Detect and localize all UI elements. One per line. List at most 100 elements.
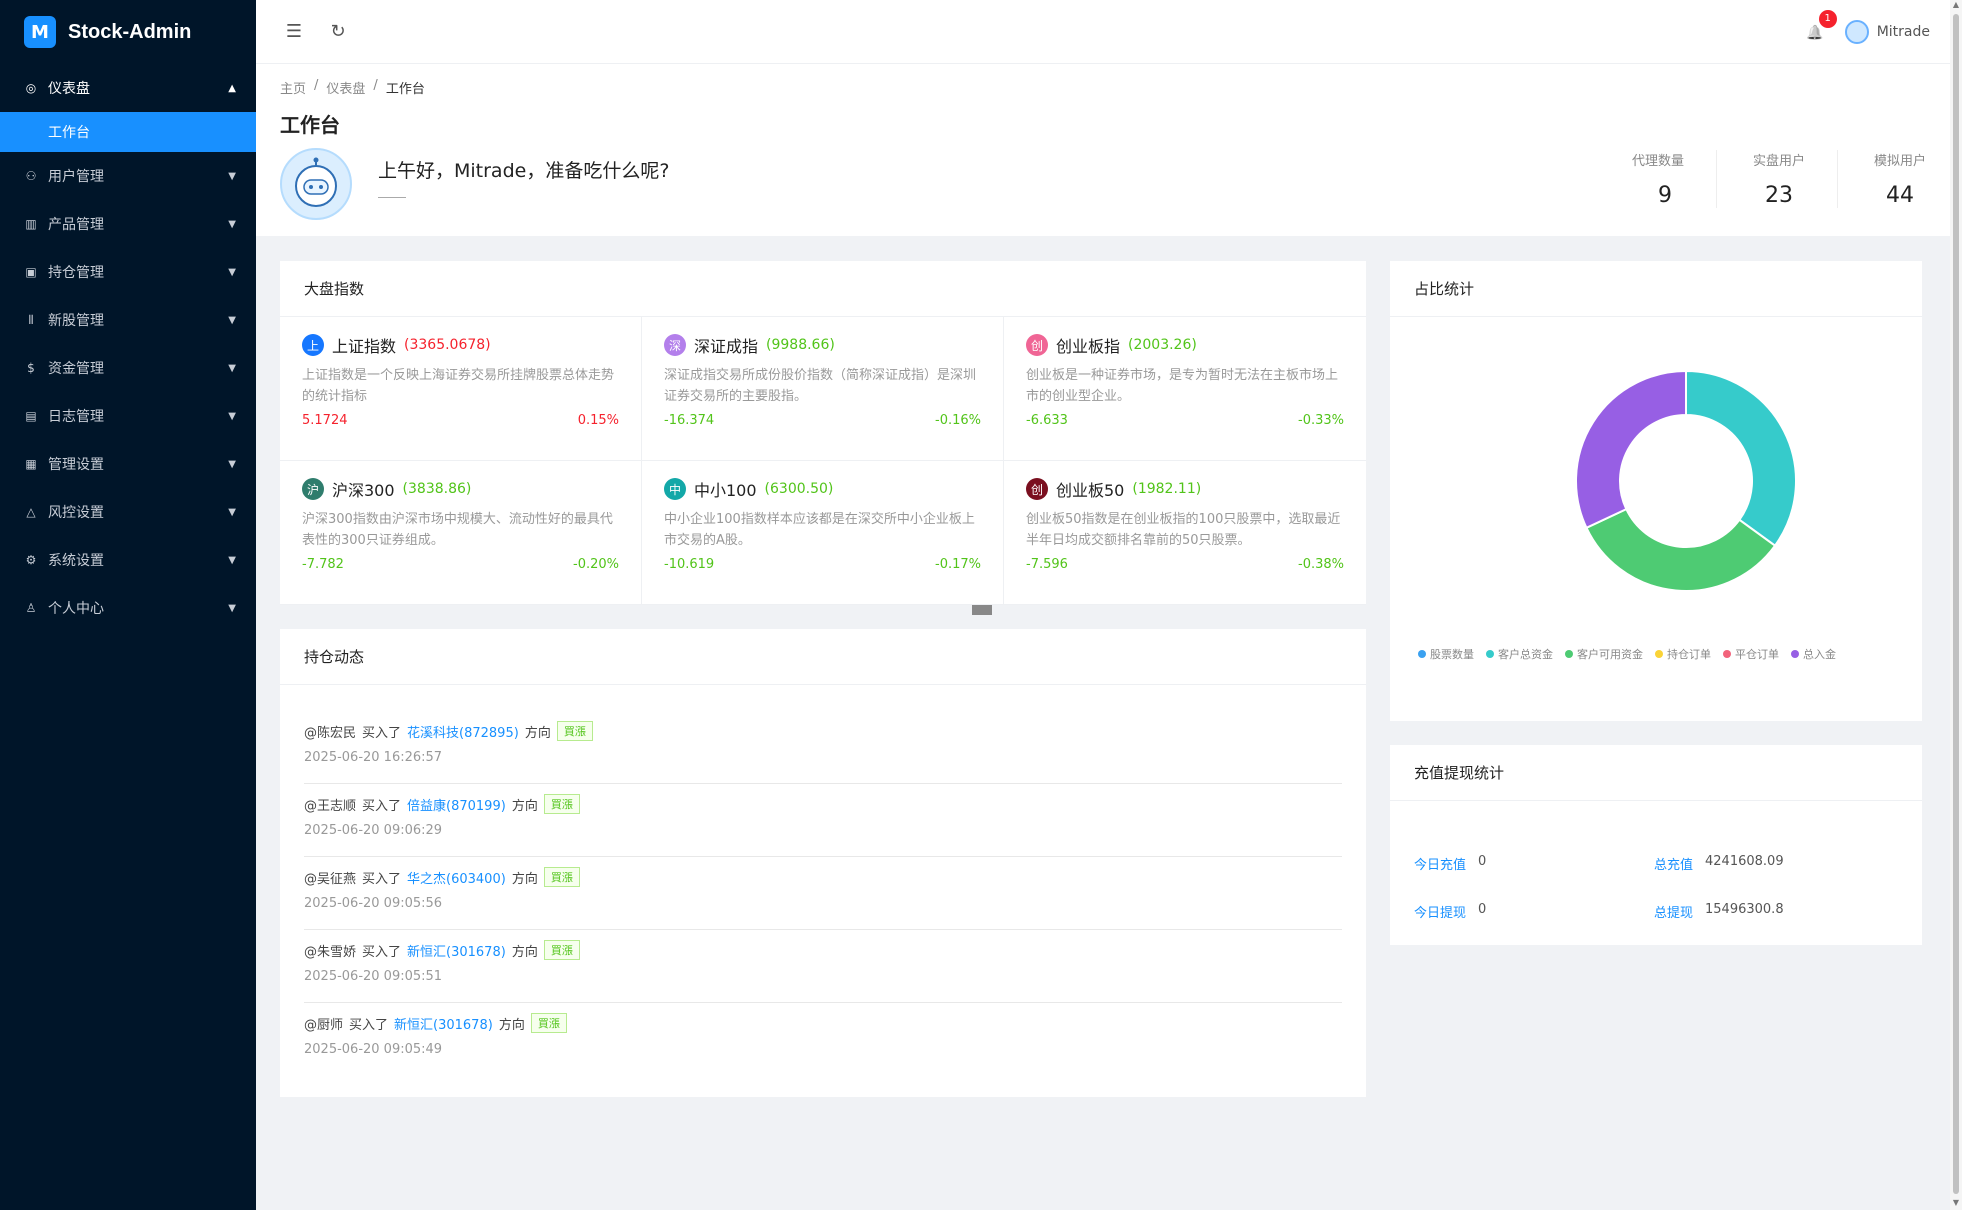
sidebar-item[interactable]: ▣ 持仓管理 ▼ bbox=[0, 248, 256, 296]
index-description: 深证成指交易所成份股价指数（简称深证成指）是深圳证券交易所的主要股指。 bbox=[664, 368, 977, 404]
recharge-table: 今日充值 0 总充值 4241608.09 今日提现 0 总提现 1549630… bbox=[1414, 839, 1894, 935]
gear-icon: ⚙ bbox=[25, 553, 37, 567]
sidebar-item[interactable]: ▦ 管理设置 ▼ bbox=[0, 440, 256, 488]
index-change: -7.782 bbox=[302, 557, 344, 572]
sidebar-item[interactable]: ♙ 个人中心 ▼ bbox=[0, 584, 256, 632]
feed-stock-link[interactable]: 新恒汇(301678) bbox=[407, 944, 506, 960]
index-card: 上上证指数 (3365.0678) 上证指数是一个反映上海证券交易所挂牌股票总体走势… bbox=[280, 317, 642, 461]
index-value: (2003.26) bbox=[1128, 337, 1197, 353]
legend-item[interactable]: 持仓订单 bbox=[1655, 646, 1711, 662]
today-recharge-link[interactable]: 今日充值 bbox=[1414, 857, 1467, 873]
feed-time: 2025-06-20 09:05:56 bbox=[304, 896, 443, 911]
today-withdraw-value: 0 bbox=[1478, 901, 1487, 917]
index-badge-icon: 上 bbox=[302, 334, 324, 356]
today-withdraw-link[interactable]: 今日提现 bbox=[1414, 905, 1467, 921]
sidebar-item[interactable]: △ 风控设置 ▼ bbox=[0, 488, 256, 536]
total-recharge-value: 4241608.09 bbox=[1705, 853, 1784, 869]
index-name: 中小100 bbox=[694, 481, 757, 500]
legend-label: 客户总资金 bbox=[1498, 648, 1553, 661]
legend-label: 平仓订单 bbox=[1735, 648, 1779, 661]
sidebar-item[interactable]: $ 资金管理 ▼ bbox=[0, 344, 256, 392]
direction-tag: 買漲 bbox=[530, 1013, 567, 1033]
index-value: (3838.86) bbox=[402, 481, 472, 497]
sidebar: M Stock-Admin ◎ 仪表盘 ▲ 工作台 ⚇ 用户管理 ▼ ▥ 产品管理 ▼ ▣ 持仓管理 ▼… bbox=[0, 0, 256, 1210]
index-description: 上证指数是一个反映上海证券交易所挂牌股票总体走势的统计指标 bbox=[302, 368, 615, 404]
chart-icon: ▥ bbox=[25, 217, 37, 231]
scrollbar-thumb[interactable] bbox=[1953, 14, 1959, 1194]
feed-stock-link[interactable]: 新恒汇(301678) bbox=[394, 1017, 493, 1033]
feed-stock-link[interactable]: 花溪科技(872895) bbox=[407, 725, 519, 741]
legend-item[interactable]: 客户总资金 bbox=[1486, 646, 1553, 662]
feed-time: 2025-06-20 09:05:49 bbox=[304, 1042, 443, 1057]
sidebar-item[interactable]: ⦀ 新股管理 ▼ bbox=[0, 296, 256, 344]
warning-icon: △ bbox=[26, 505, 36, 519]
feed-direction-label: 方向 bbox=[524, 725, 551, 741]
collapse-menu-icon[interactable]: ☰ bbox=[285, 21, 303, 42]
legend-item[interactable]: 股票数量 bbox=[1418, 646, 1474, 662]
index-description: 创业板50指数是在创业板指的100只股票中，选取最近半年日均成交额排名靠前的50… bbox=[1026, 512, 1341, 548]
feed-user: @陈宏民 bbox=[304, 725, 357, 741]
sidebar-item[interactable]: ▥ 产品管理 ▼ bbox=[0, 200, 256, 248]
sidebar-item[interactable]: ⚙ 系统设置 ▼ bbox=[0, 536, 256, 584]
legend-dot bbox=[1655, 650, 1663, 658]
chevron-icon: ▼ bbox=[228, 314, 236, 326]
scroll-down-icon[interactable]: ▼ bbox=[1952, 1198, 1960, 1207]
legend-item[interactable]: 客户可用资金 bbox=[1565, 646, 1643, 662]
index-percent: -0.33% bbox=[1298, 413, 1344, 428]
card-title: 充值提现统计 bbox=[1390, 745, 1922, 801]
sidebar-item[interactable]: ⚇ 用户管理 ▼ bbox=[0, 152, 256, 200]
scroll-up-icon[interactable]: ▲ bbox=[1952, 0, 1960, 9]
sidebar-item[interactable]: ◎ 仪表盘 ▲ bbox=[0, 64, 256, 112]
feed-direction-label: 方向 bbox=[498, 1017, 525, 1033]
index-percent: -0.38% bbox=[1298, 557, 1344, 572]
sidebar-subitem-workbench[interactable]: 工作台 bbox=[0, 112, 256, 152]
welcome-block: 上午好，Mitrade，准备吃什么呢? bbox=[280, 148, 669, 220]
page-scrollbar[interactable]: ▲ ▼ bbox=[1950, 0, 1962, 1210]
stats-summary: 代理数量 9 实盘用户 23 模拟用户 44 bbox=[1596, 150, 1926, 208]
feed-time: 2025-06-20 09:06:29 bbox=[304, 823, 443, 838]
brand-logo-icon: M bbox=[24, 16, 56, 48]
sidebar-item-label: 管理设置 bbox=[48, 457, 104, 473]
index-badge-icon: 深 bbox=[664, 334, 686, 356]
total-withdraw-link[interactable]: 总提现 bbox=[1654, 905, 1694, 921]
carousel-indicator[interactable] bbox=[972, 605, 992, 615]
legend-item[interactable]: 总入金 bbox=[1791, 646, 1836, 662]
index-card: 中中小100 (6300.50) 中小企业100指数样本应该都是在深交所中小企业板上… bbox=[642, 461, 1004, 605]
chevron-icon: ▼ bbox=[228, 218, 236, 230]
index-description: 沪深300指数由沪深市场中规模大、流动性好的最具代表性的300只证券组成。 bbox=[302, 512, 613, 548]
donut-slice-1[interactable] bbox=[1685, 369, 1797, 548]
donut-slice-2[interactable] bbox=[1585, 507, 1777, 592]
sidebar-item-label: 资金管理 bbox=[48, 361, 104, 377]
index-card: 创创业板指 (2003.26) 创业板是一种证券市场，是专为暂时无法在主板市场上市的… bbox=[1004, 317, 1366, 461]
user-menu[interactable]: Mitrade bbox=[1844, 19, 1930, 44]
funds-icon: $ bbox=[27, 361, 35, 375]
users-icon: ⚇ bbox=[25, 169, 37, 183]
index-description: 创业板是一种证券市场，是专为暂时无法在主板市场上市的创业型企业。 bbox=[1026, 368, 1339, 404]
breadcrumb-separator: / bbox=[314, 78, 319, 93]
feed-verb: 买入了 bbox=[362, 798, 402, 814]
brand[interactable]: M Stock-Admin bbox=[0, 0, 256, 64]
sidebar-item-label: 新股管理 bbox=[48, 313, 104, 329]
legend-item[interactable]: 平仓订单 bbox=[1723, 646, 1779, 662]
legend-label: 总入金 bbox=[1803, 648, 1836, 661]
feed-direction-label: 方向 bbox=[511, 871, 538, 887]
breadcrumb-section[interactable]: 仪表盘 bbox=[326, 82, 366, 97]
feed-stock-link[interactable]: 倍益康(870199) bbox=[407, 798, 506, 814]
feed-time: 2025-06-20 16:26:57 bbox=[304, 750, 443, 765]
index-change: 5.1724 bbox=[302, 413, 348, 428]
total-recharge-link[interactable]: 总充值 bbox=[1654, 857, 1694, 873]
index-name: 上证指数 bbox=[332, 337, 397, 356]
chevron-icon: ▼ bbox=[228, 410, 236, 422]
stat-item: 模拟用户 44 bbox=[1836, 150, 1926, 208]
feed-stock-link[interactable]: 华之杰(603400) bbox=[407, 871, 506, 887]
index-value: (3365.0678) bbox=[404, 337, 491, 353]
breadcrumb-home[interactable]: 主页 bbox=[280, 82, 307, 97]
sidebar-item[interactable]: ▤ 日志管理 ▼ bbox=[0, 392, 256, 440]
breadcrumb-current: 工作台 bbox=[385, 82, 425, 97]
refresh-icon[interactable]: ↻ bbox=[330, 21, 346, 42]
list-item: @吴征燕 买入了 华之杰(603400) 方向 買漲 2025-06-20 09:05:5… bbox=[304, 857, 1342, 930]
index-percent: 0.15% bbox=[577, 413, 619, 428]
notification-bell[interactable]: 🔔 1 bbox=[1803, 10, 1837, 41]
card-title: 占比统计 bbox=[1390, 261, 1922, 317]
donut-slice-5[interactable] bbox=[1575, 369, 1687, 530]
